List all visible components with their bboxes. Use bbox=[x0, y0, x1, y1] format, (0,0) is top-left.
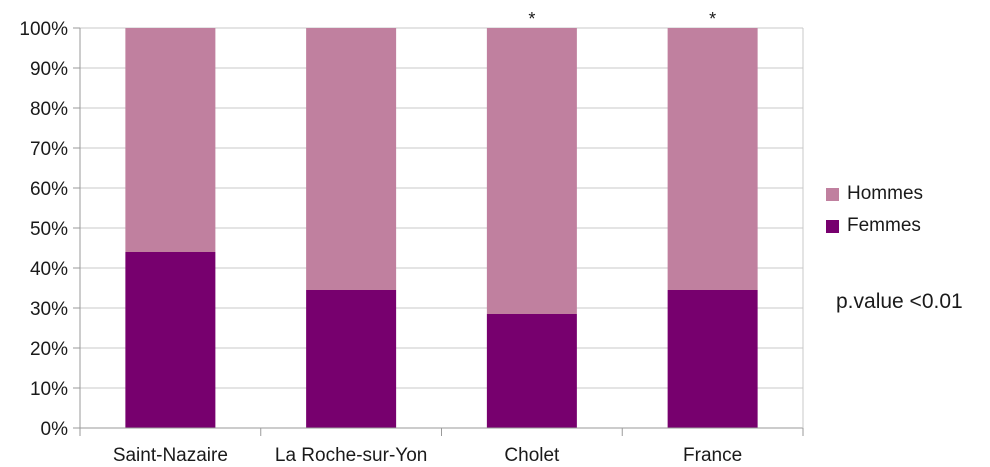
legend-swatch-hommes bbox=[826, 187, 839, 201]
y-tick-label: 60% bbox=[30, 179, 68, 200]
significance-markers: * * bbox=[528, 9, 716, 29]
legend-label-hommes: Hommes bbox=[847, 183, 924, 204]
x-tick-label: France bbox=[683, 445, 742, 466]
x-tick-label: Cholet bbox=[504, 445, 560, 466]
significance-star: * bbox=[709, 9, 716, 29]
y-tick-label: 90% bbox=[30, 59, 68, 80]
y-tick-label: 40% bbox=[30, 259, 68, 280]
y-tick-label: 30% bbox=[30, 299, 68, 320]
bar-hommes-2 bbox=[486, 28, 577, 314]
bar-femmes-0 bbox=[125, 252, 216, 428]
bar-femmes-3 bbox=[667, 290, 758, 428]
bar-hommes-0 bbox=[125, 28, 216, 252]
x-tick-label: La Roche-sur-Yon bbox=[275, 445, 427, 466]
y-axis-ticks: 0% 10% 20% 30% 40% 50% 60% 70% 80% 90% 100% bbox=[19, 19, 80, 440]
y-tick-label: 100% bbox=[19, 19, 68, 40]
bars bbox=[125, 28, 758, 428]
bar-hommes-1 bbox=[306, 28, 397, 290]
legend: Hommes Femmes bbox=[826, 178, 923, 242]
x-tick-label: Saint-Nazaire bbox=[113, 445, 228, 466]
y-tick-label: 20% bbox=[30, 339, 68, 360]
significance-star: * bbox=[528, 9, 535, 29]
x-axis-labels: Saint-Nazaire La Roche-sur-Yon Cholet Franc… bbox=[113, 445, 742, 466]
legend-item-hommes: Hommes bbox=[826, 178, 923, 210]
p-value-annotation: p.value <0.01 bbox=[836, 290, 963, 313]
axes bbox=[79, 28, 804, 436]
bar-femmes-1 bbox=[306, 290, 397, 428]
bar-hommes-3 bbox=[667, 28, 758, 290]
y-tick-label: 70% bbox=[30, 139, 68, 160]
legend-swatch-femmes bbox=[826, 219, 839, 233]
y-tick-label: 50% bbox=[30, 219, 68, 240]
y-tick-label: 80% bbox=[30, 99, 68, 120]
y-tick-label: 10% bbox=[30, 379, 68, 400]
legend-item-femmes: Femmes bbox=[826, 210, 923, 242]
bar-femmes-2 bbox=[486, 314, 577, 428]
legend-label-femmes: Femmes bbox=[847, 215, 921, 236]
y-tick-label: 0% bbox=[41, 419, 69, 440]
